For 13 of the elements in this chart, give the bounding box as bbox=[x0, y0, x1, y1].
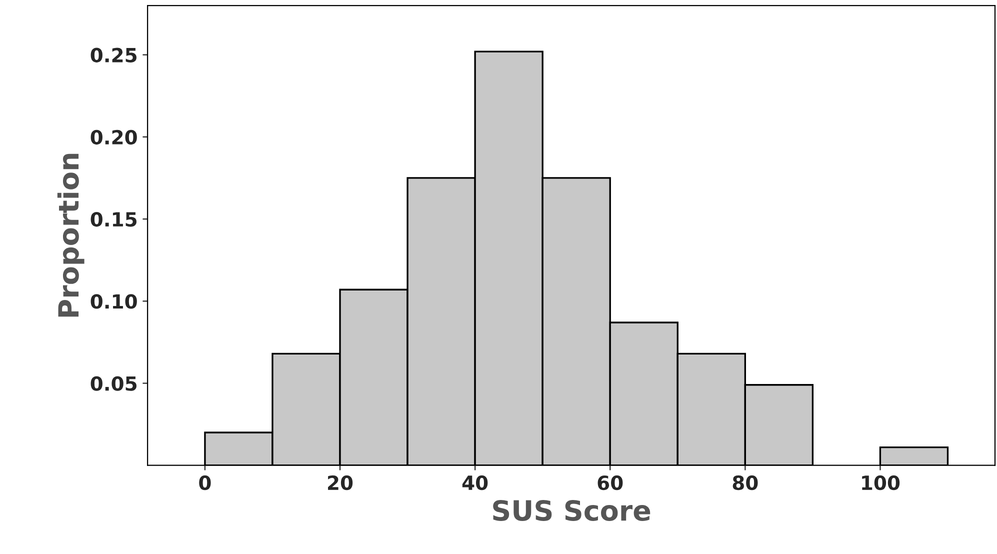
x-tick-label: 100 bbox=[862, 475, 900, 490]
y-tick-label: 0.25 bbox=[90, 48, 136, 62]
x-tick-label: 40 bbox=[462, 475, 488, 490]
x-tick-label: 0 bbox=[199, 475, 211, 490]
x-tick-label: 20 bbox=[328, 475, 353, 490]
y-tick-label: 0.05 bbox=[90, 376, 136, 391]
y-tick-label: 0.10 bbox=[90, 294, 137, 309]
x-tick-label: 80 bbox=[732, 475, 758, 490]
x-axis-title: SUS Score bbox=[493, 500, 650, 521]
y-tick-label: 0.15 bbox=[90, 212, 136, 227]
x-tick-label: 60 bbox=[598, 475, 623, 490]
y-axis-title: Proportion bbox=[57, 154, 84, 317]
y-tick-label: 0.20 bbox=[90, 130, 137, 145]
